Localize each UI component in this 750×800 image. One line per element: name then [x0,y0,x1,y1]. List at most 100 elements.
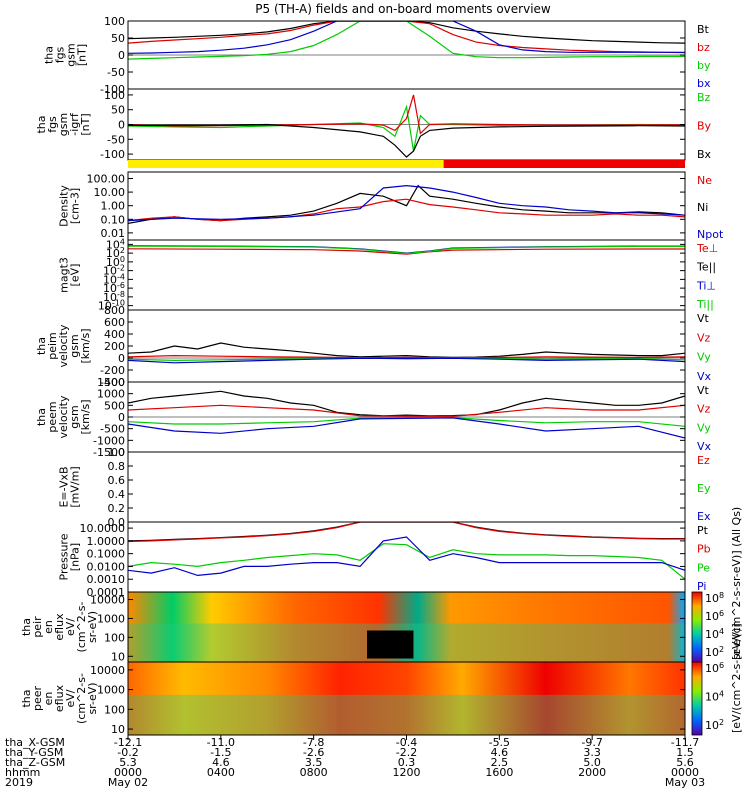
x-tick-label: 4.6 [491,746,509,759]
y-tick-label: 1000 [97,612,125,625]
series-group [128,184,685,224]
colorbar-tick-exponent: 6 [719,661,724,670]
y-tick-label: 1.0000 [87,535,126,548]
y-tick-exponent: 4 [120,237,125,246]
y-axis-label-line: [km/s] [79,399,92,434]
y-axis-label-line: [mV/m] [69,466,82,507]
x-tick-label: 2.5 [491,756,509,769]
y-axis-label-line: gsm [57,113,70,136]
x-tick-label: 0.3 [398,756,416,769]
y-tick-label: 400 [104,328,125,341]
y-axis-label-line: tha [43,46,56,64]
series-line-Ni [128,184,685,224]
colorbar-label: [eV/(cm^2-s-sr-eV)] (All Qs) [730,507,743,660]
series-line-Vt [128,342,685,359]
y-tick-label: 1.00 [101,200,126,213]
x-tick-label: -11.7 [671,736,699,749]
y-tick-label: -400 [100,376,125,389]
series-group [128,94,685,158]
x-tick-label: 3.5 [305,756,323,769]
y-tick-exponent: -4 [117,272,125,281]
panel-2 [128,160,685,168]
y-axis-label: Density[cm-3] [58,185,82,227]
legend-entry-Vt: Vt [697,312,710,325]
legend-entry-Ti||: Ti|| [696,298,714,311]
legend-entry-Pb: Pb [697,543,711,556]
legend-entry-Vy: Vy [697,421,711,434]
legend-entry-Vx: Vx [697,440,712,453]
x-tick-label: 4.6 [212,756,230,769]
colorbar-tick-label: 102 [705,718,724,732]
colorbar-tick-exponent: 6 [719,609,724,618]
y-axis-label-line: tha [20,689,33,707]
y-tick-label: 0 [118,49,125,62]
figure-title: P5 (TH-A) fields and on-board moments ov… [255,2,551,16]
x-tick-label: 0000 [671,766,699,779]
y-axis-label-line: [cm-3] [69,188,82,224]
legend-entry-by: by [697,59,711,72]
series-line-bx [128,21,685,54]
colorbar-tick-label: 108 [705,591,724,605]
y-axis-label-line: tha [35,115,48,133]
legend-entry-bz: bz [697,41,710,54]
y-axis-label-line: Density [58,185,71,227]
y-tick-label: 0.10 [101,213,126,226]
series-line-Bt [128,21,685,44]
y-tick-label: 200 [104,340,125,353]
colorbar-label: [eV/(cm^2-s-sr-eV)] [730,623,743,733]
y-tick-label: 0.0010 [87,573,126,586]
x-tick-label: 3.3 [583,746,601,759]
y-tick-label: -100 [100,148,125,161]
colorbar-tick-exponent: 2 [719,645,724,654]
y-tick-label: 10000 [90,664,125,677]
x-tick-label: -11.0 [207,736,235,749]
x-tick-label: 1600 [485,766,513,779]
y-tick-exponent: 2 [120,246,125,255]
y-tick-label: -100 [100,83,125,96]
y-tick-label: 600 [104,316,125,329]
y-tick-label: 50 [111,104,125,117]
y-tick-label: -1500 [93,446,125,459]
y-axis-label-line: fgs [46,116,59,133]
legend-entry-Npot: Npot [697,228,724,241]
legend-entry-Vy: Vy [697,351,711,364]
colorbar-tick-label: 104 [705,627,724,641]
legend-entry-Ti⊥: Ti⊥ [696,279,716,292]
panel-frame [127,239,686,311]
series-line-bz [128,21,685,54]
y-tick-label: 0.01 [101,227,126,240]
x-tick-label: -0.4 [396,736,417,749]
colorbar-bar [691,661,703,736]
series-group [128,390,685,439]
y-axis-label-line: fgs [54,46,67,63]
x-tick-label: -5.5 [489,736,510,749]
panel-6: 150010005000-500-1000-1500thapeemvelocit… [35,376,712,459]
series-line-Bx [128,123,685,158]
y-tick-label: 50 [111,32,125,45]
colorbar-tick-exponent: 8 [719,591,724,600]
y-tick-label: 1.0 [108,446,126,459]
colorbar-tick-label: 106 [705,661,724,675]
y-tick-exponent: -6 [117,281,125,290]
series-line-Vt [128,390,685,417]
colorbar-bar [691,591,703,663]
legend-entry-Pt: Pt [697,524,709,537]
legend-entry-Pe: Pe [697,561,710,574]
y-axis-label: E=-VxB[mV/m] [58,466,82,507]
y-tick-label: -1000 [93,434,125,447]
series-line-Ne [128,198,685,222]
x-tick-label: -9.7 [581,736,602,749]
y-tick-label: 0.1000 [87,548,126,561]
legend-entry-Pi: Pi [697,580,706,593]
x-tick-label: -1.5 [210,746,231,759]
y-axis-label-line: tha [35,337,48,355]
legend-entry-Bt: Bt [697,23,710,36]
x-tick-label: 5.0 [583,756,601,769]
legend-entry-bx: bx [697,77,711,90]
mode-bar-segment-1 [443,160,685,168]
y-tick-label: 100 [104,631,125,644]
y-tick-label: 10 [111,650,125,663]
series-group [128,522,685,580]
y-axis-label-line: eV/ [64,618,77,636]
